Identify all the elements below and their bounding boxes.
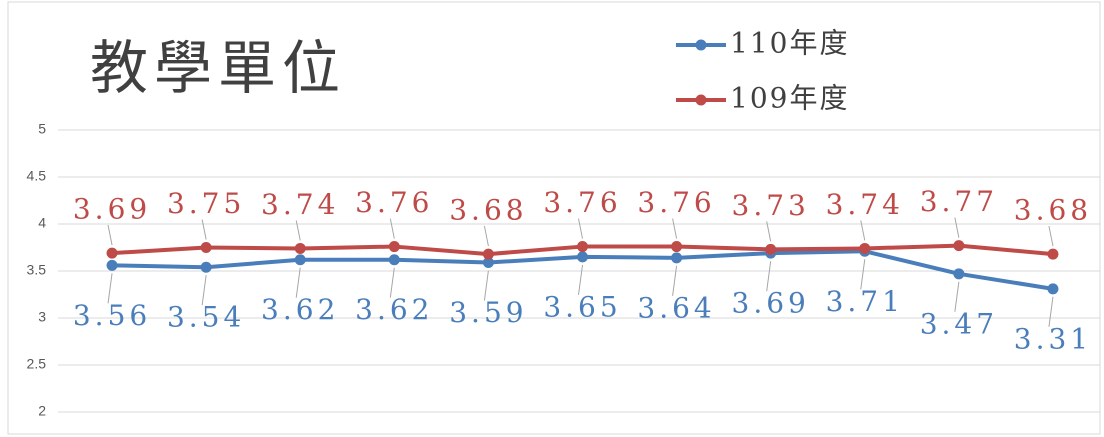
data-label: 3.56 xyxy=(73,299,151,332)
data-label: 3.74 xyxy=(826,188,904,221)
data-point xyxy=(765,243,777,255)
data-label: 3.71 xyxy=(826,285,904,318)
leader-line xyxy=(107,273,113,304)
leader-line xyxy=(860,259,866,290)
data-point xyxy=(294,254,306,266)
data-label: 3.76 xyxy=(637,186,715,219)
data-point xyxy=(482,248,494,260)
data-point xyxy=(200,242,212,253)
leader-line xyxy=(201,275,207,306)
leader-line xyxy=(107,225,113,246)
data-point xyxy=(200,261,212,273)
data-label: 3.77 xyxy=(920,185,998,218)
leader-line xyxy=(389,218,395,239)
legend-label: 109年度 xyxy=(730,82,849,115)
data-point xyxy=(482,257,494,269)
data-point xyxy=(294,242,306,254)
data-label: 3.62 xyxy=(355,293,433,326)
data-label: 3.62 xyxy=(261,293,339,326)
data-label: 3.75 xyxy=(167,187,245,220)
leader-line xyxy=(954,217,960,238)
data-point xyxy=(388,254,400,266)
y-tick-label: 3 xyxy=(38,309,46,325)
data-label: 3.31 xyxy=(1014,322,1092,355)
legend-marker xyxy=(695,39,707,51)
data-point xyxy=(671,252,683,264)
data-point xyxy=(577,241,588,253)
leader-line xyxy=(672,218,678,239)
data-label: 3.68 xyxy=(449,194,527,227)
y-tick-label: 5 xyxy=(38,121,46,137)
y-tick-label: 4.5 xyxy=(27,168,47,184)
data-point xyxy=(859,242,871,254)
y-tick-label: 4 xyxy=(38,215,46,231)
data-point xyxy=(953,268,965,280)
data-label: 3.74 xyxy=(261,188,339,221)
leader-line xyxy=(766,221,772,242)
data-label: 3.54 xyxy=(167,301,245,334)
data-label: 3.69 xyxy=(732,287,810,320)
data-point xyxy=(671,241,683,253)
leader-line xyxy=(578,218,583,239)
leader-line xyxy=(483,225,489,247)
leader-line xyxy=(766,261,772,292)
data-label: 3.69 xyxy=(73,193,151,226)
data-point xyxy=(388,241,400,253)
data-point xyxy=(577,251,588,263)
data-point xyxy=(953,240,965,252)
leader-line xyxy=(295,220,301,241)
data-label: 3.64 xyxy=(637,291,715,324)
data-point xyxy=(106,247,118,259)
data-label: 3.59 xyxy=(449,296,527,329)
leader-line xyxy=(201,219,207,240)
data-label: 3.65 xyxy=(543,290,621,323)
data-label: 3.68 xyxy=(1014,194,1092,227)
leader-line xyxy=(1048,296,1054,327)
data-point xyxy=(1047,248,1059,260)
data-point xyxy=(1047,283,1059,295)
leader-line xyxy=(389,267,395,298)
legend-label: 110年度 xyxy=(730,27,849,60)
leader-line xyxy=(483,270,489,301)
data-label: 3.76 xyxy=(543,186,621,219)
leader-line xyxy=(672,265,678,296)
legend-marker xyxy=(695,94,707,106)
leader-line xyxy=(954,281,960,312)
data-label: 3.47 xyxy=(920,307,998,340)
y-tick-label: 2.5 xyxy=(27,356,47,372)
leader-line xyxy=(1048,225,1054,247)
chart-frame xyxy=(7,1,1101,435)
leader-line xyxy=(860,220,866,241)
leader-line xyxy=(295,267,301,298)
data-label: 3.73 xyxy=(732,189,810,222)
data-point xyxy=(106,259,118,271)
chart-title: 教學單位 xyxy=(90,34,346,102)
leader-line xyxy=(578,264,583,295)
data-label: 3.76 xyxy=(355,186,433,219)
y-tick-label: 3.5 xyxy=(27,262,47,278)
y-tick-label: 2 xyxy=(38,403,46,419)
